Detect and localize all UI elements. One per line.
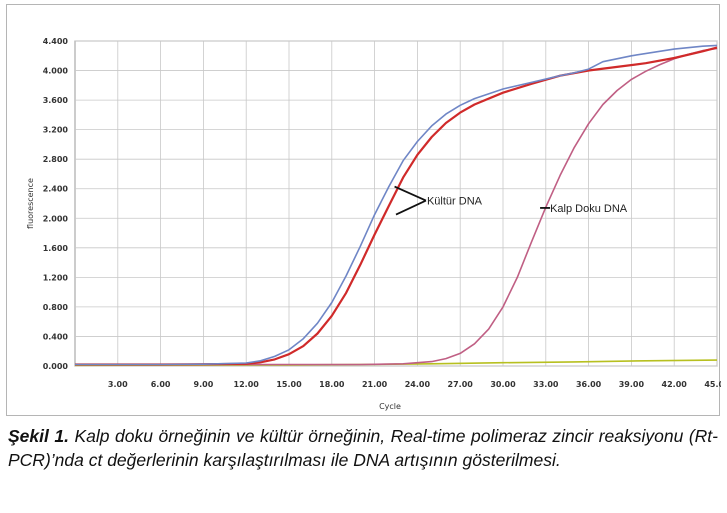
x-tick-label: 42.00: [662, 380, 688, 389]
x-tick-label: 6.00: [151, 380, 171, 389]
annotation-pointer: [395, 199, 427, 216]
series-line: [75, 46, 718, 366]
x-tick-label: 27.00: [448, 380, 474, 389]
figure-caption: Şekil 1. Kalp doku örneğinin ve kültür ö…: [8, 424, 718, 472]
y-tick-label: 0.000: [43, 362, 69, 371]
x-tick-label: 24.00: [405, 380, 431, 389]
y-tick-label: 3.600: [43, 96, 69, 105]
y-axis-label: fluorescence: [26, 178, 35, 229]
series-line: [75, 44, 718, 366]
x-tick-label: 39.00: [619, 380, 645, 389]
plot-area: [74, 40, 718, 367]
annotation-label: Kalp Doku DNA: [550, 203, 628, 215]
fluorescence-chart: 0.000 0.400 0.800 1.200 1.600 2.000 2.400 2.800…: [26, 37, 721, 411]
y-tick-label: 4.000: [43, 67, 69, 76]
x-axis-label: Cycle: [379, 402, 401, 411]
series-line: [75, 47, 718, 366]
caption-text: Kalp doku örneğinin ve kültür örneğinin,…: [8, 426, 718, 470]
y-tick-label: 0.400: [43, 332, 69, 341]
x-tick-label: 30.00: [490, 380, 516, 389]
y-tick-label: 1.600: [43, 244, 69, 253]
y-tick-label: 3.200: [43, 126, 69, 135]
caption-label: Şekil 1.: [8, 426, 69, 446]
x-tick-label: 21.00: [362, 380, 388, 389]
x-tick-label: 9.00: [194, 380, 214, 389]
y-tick-label: 4.400: [43, 37, 69, 46]
y-tick-label: 2.800: [43, 155, 69, 164]
x-tick-label: 36.00: [576, 380, 602, 389]
y-tick-label: 0.800: [43, 303, 69, 312]
y-tick-label: 1.200: [43, 273, 69, 282]
y-tick-label: 2.000: [43, 214, 69, 223]
annotation-pointer: [394, 185, 427, 202]
x-tick-label: 15.00: [276, 380, 302, 389]
x-tick-label: 33.00: [533, 380, 559, 389]
chart-frame: 0.000 0.400 0.800 1.200 1.600 2.000 2.400 2.800…: [6, 4, 721, 416]
x-tick-label: 3.00: [108, 380, 128, 389]
y-tick-label: 2.400: [43, 185, 69, 194]
x-tick-label: 45.00: [704, 380, 721, 389]
annotation-label: Kültür DNA: [427, 196, 483, 208]
x-tick-label: 18.00: [319, 380, 345, 389]
x-tick-label: 12.00: [234, 380, 260, 389]
